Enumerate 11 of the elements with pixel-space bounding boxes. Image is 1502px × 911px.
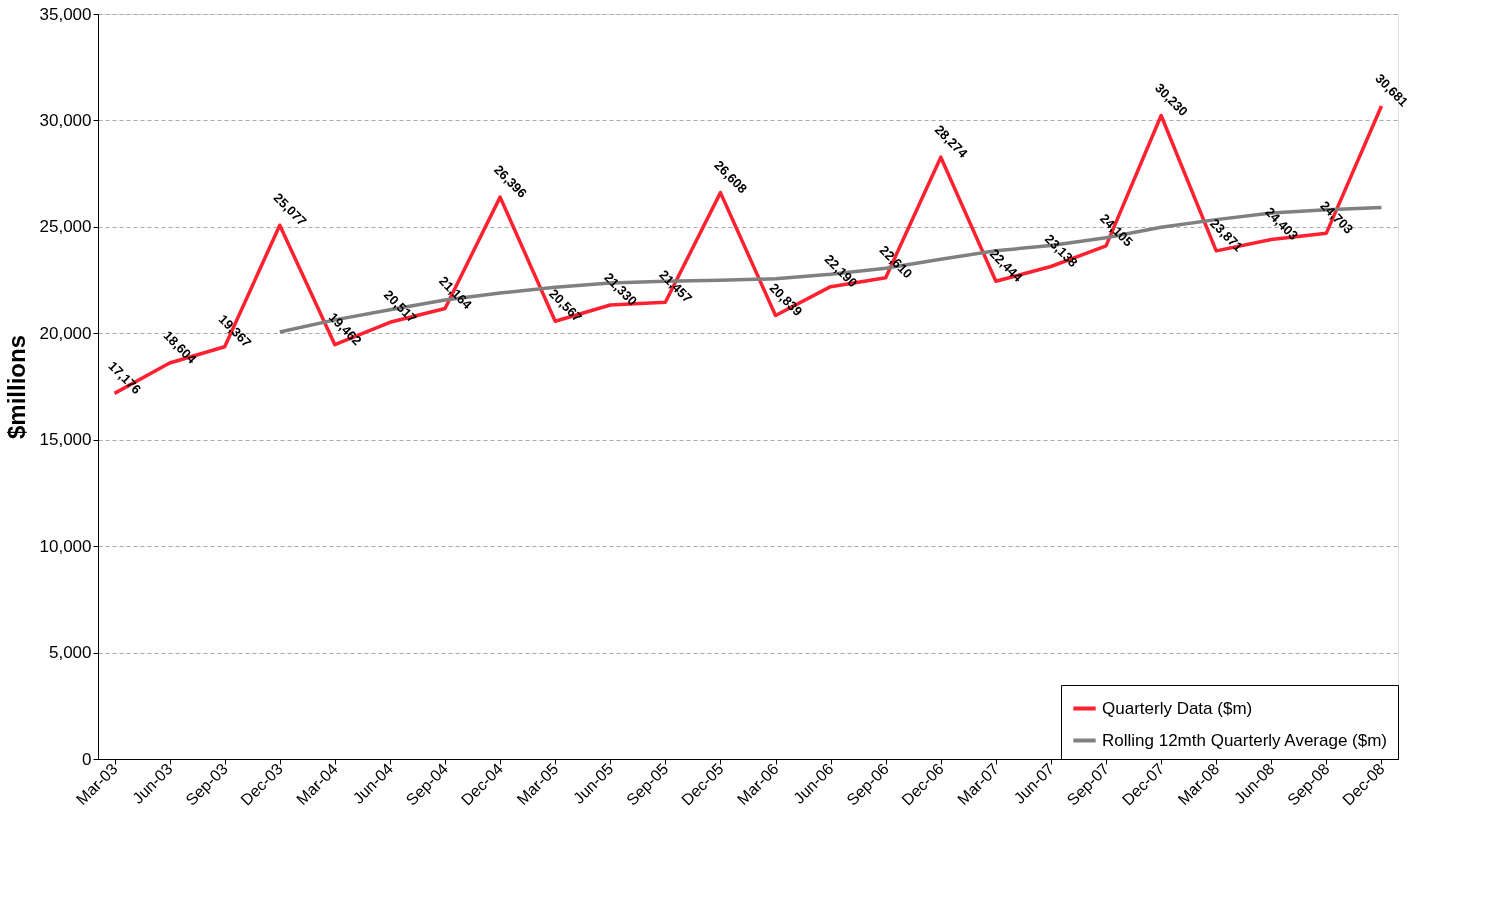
y-tick-label: 30,000 [39,110,92,130]
y-tick-label: 15,000 [39,430,92,450]
y-tick-label: 20,000 [39,323,92,343]
y-tick-label: 5,000 [48,643,92,663]
y-tick-label: 0 [82,749,92,769]
y-axis-title: $millions [2,334,30,440]
y-tick-label: 10,000 [39,536,92,556]
legend-label: Quarterly Data ($m) [1102,698,1253,718]
y-tick-label: 35,000 [39,4,92,24]
legend-label: Rolling 12mth Quarterly Average ($m) [1102,730,1388,750]
y-tick-label: 25,000 [39,217,92,237]
